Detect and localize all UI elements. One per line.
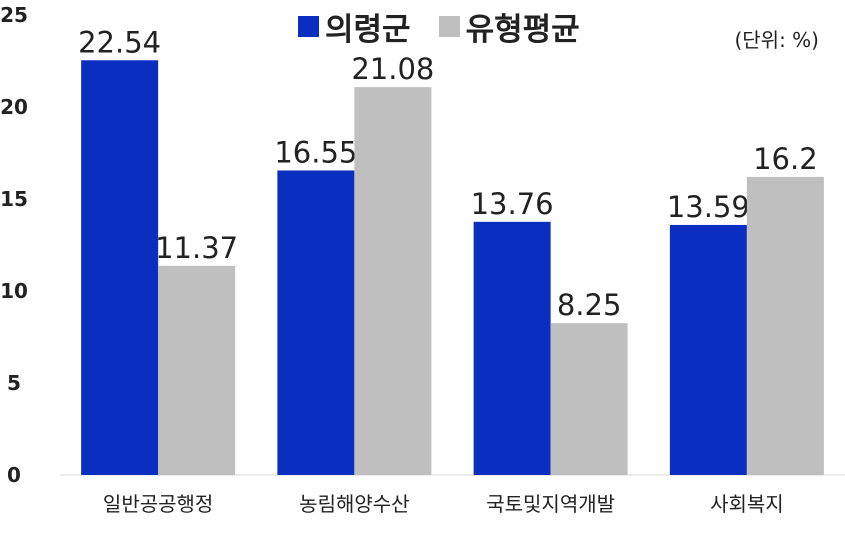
data-label: 16.2 bbox=[753, 142, 818, 176]
bar-series-1 bbox=[81, 60, 159, 475]
bar-series-2 bbox=[746, 176, 824, 476]
data-label: 22.54 bbox=[78, 25, 161, 59]
bar-series-1 bbox=[277, 170, 355, 476]
y-tick-label: 0 bbox=[7, 463, 21, 487]
legend-label-series-2: 유형평균 bbox=[465, 12, 580, 48]
legend-item-series-2: 유형평균 bbox=[438, 4, 580, 49]
y-tick-label: 10 bbox=[0, 279, 28, 303]
x-tick-label: 사회복지 bbox=[710, 492, 784, 516]
data-label: 13.59 bbox=[667, 190, 750, 224]
y-tick-label: 5 bbox=[7, 371, 21, 395]
bar-series-2 bbox=[550, 323, 628, 475]
bar-series-1 bbox=[473, 221, 551, 475]
data-label: 13.76 bbox=[471, 187, 554, 221]
unit-label: (단위: %) bbox=[734, 28, 819, 52]
y-tick-label: 15 bbox=[0, 187, 28, 211]
legend-swatch-series-2 bbox=[438, 16, 460, 37]
y-tick-label: 25 bbox=[0, 3, 28, 27]
chart-legend: 의령군 유형평균 bbox=[298, 4, 608, 49]
y-tick-label: 20 bbox=[0, 95, 28, 119]
x-tick-label: 농림해양수산 bbox=[299, 492, 409, 516]
bar-series-1 bbox=[669, 224, 747, 475]
data-label: 11.37 bbox=[155, 231, 238, 265]
data-label: 8.25 bbox=[557, 288, 622, 322]
legend-label-series-1: 의령군 bbox=[325, 12, 411, 48]
legend-item-series-1: 의령군 bbox=[298, 4, 411, 49]
x-tick-label: 국토및지역개발 bbox=[486, 492, 615, 516]
bar-series-2 bbox=[158, 265, 236, 475]
x-tick-label: 일반공공행정 bbox=[103, 492, 213, 516]
data-label: 16.55 bbox=[274, 135, 357, 169]
data-label: 21.08 bbox=[351, 52, 434, 86]
bar-series-2 bbox=[354, 87, 432, 476]
legend-swatch-series-1 bbox=[298, 16, 319, 37]
